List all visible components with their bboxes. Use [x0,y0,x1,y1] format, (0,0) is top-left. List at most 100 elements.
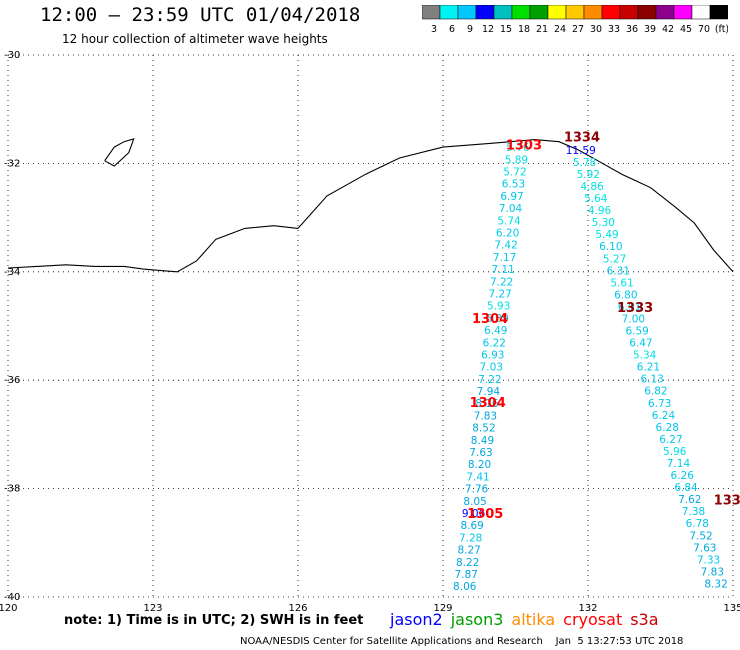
swh-value: 6.53 [502,179,525,191]
swh-value: 5.74 [497,215,521,227]
swh-value: 7.33 [697,554,720,566]
scale-label: 39 [644,24,656,35]
credit-line: NOAA/NESDIS Center for Satellite Applica… [240,636,684,647]
swh-value: 7.11 [491,264,514,276]
swh-value: 5.89 [505,154,528,166]
wave-height-color-scale: 3 6 9 12 15 18 21 24 27 30 33 36 39 42 45 70 (ft) [422,5,728,35]
swh-value: 5.92 [577,169,600,181]
coastline [297,139,734,273]
scale-label: 6 [449,24,455,35]
scale-label: 45 [680,24,692,35]
scale-label: 3 [431,24,437,35]
swh-value: 5.76 [506,142,530,154]
swh-value: 7.94 [477,386,501,398]
swh-value: 6.24 [652,410,676,422]
swh-value: 7.38 [682,506,705,518]
swh-value: 7.87 [455,569,478,581]
swh-value: 6.49 [484,325,507,337]
scale-label: 9 [467,24,473,35]
swh-value: 7.17 [493,252,516,264]
swh-value: 6.39 [486,313,509,325]
scale-label: 18 [518,24,530,35]
swh-value: 6.47 [629,338,652,350]
scale-label: 24 [554,24,566,35]
legend-cryosat: cryosat [563,610,623,629]
legend-altika: altika [511,610,556,629]
swh-value: 8.05 [463,496,486,508]
swh-value: 6.78 [686,518,709,530]
scale-label: 27 [572,24,584,35]
swh-value: 7.22 [490,276,513,288]
swh-value: 6.84 [674,482,698,494]
scale-swatch [709,5,728,20]
swh-value: 8.16 [475,398,499,410]
scale-label: 12 [482,24,494,35]
swh-value: 7.63 [693,542,716,554]
swh-value: 11.59 [566,145,596,157]
swh-value: 6.10 [599,241,622,253]
swh-value: 6.73 [648,398,671,410]
swh-value: 5.78 [573,157,596,169]
swh-value: 7.27 [488,288,511,300]
swh-value: 8.27 [457,545,480,557]
swh-value: 6.97 [500,191,523,203]
swh-value: 5.96 [663,446,687,458]
swh-value: 8.49 [471,435,494,447]
swh-value: 5.30 [592,217,615,229]
swh-value: 8.06 [453,581,477,593]
lat-tick-label: -32 [4,158,20,169]
swh-value: 7.00 [622,313,645,325]
scale-label: 70 [698,24,710,35]
swh-value: 5.61 [610,277,633,289]
lat-tick-label: -40 [4,592,20,603]
lat-tick-label: -34 [4,267,20,278]
lat-tick-label: -36 [4,375,20,386]
lon-tick-label: 123 [143,603,162,614]
pass-number: 1304 [470,396,506,411]
swh-value: 6.91 [618,301,641,313]
swh-value: 4.86 [580,181,604,193]
swh-value: 7.62 [678,494,701,506]
swh-value: 8.20 [468,459,491,471]
swh-value: 6.93 [481,349,504,361]
scale-label: 42 [662,24,674,35]
legend-s3a: s3a [630,610,659,629]
pass-number: 1332 [714,493,740,508]
swh-value: 6.31 [607,265,630,277]
swh-value: 6.82 [644,386,667,398]
swh-value: 5.34 [633,350,657,362]
scale-label: (ft) [715,24,728,35]
swh-value: 7.52 [689,530,712,542]
units-note: note: 1) Time is in UTC; 2) SWH is in fe… [64,613,364,628]
map-subtitle: 12 hour collection of altimeter wave hei… [62,32,328,46]
pass-number: 1304 [472,312,508,327]
pass-number: 1334 [564,130,600,145]
lon-tick-label: 120 [0,603,18,614]
swh-value: 7.41 [466,471,489,483]
swh-value: 7.83 [474,410,497,422]
swh-value: 8.22 [456,557,479,569]
swh-value: 6.20 [496,228,519,240]
swh-value: 6.28 [656,422,679,434]
swh-value: 9.06 [462,508,486,520]
lon-tick-label: 129 [433,603,452,614]
pass-number: 1303 [506,138,542,153]
swh-value: 8.32 [704,578,727,590]
scale-label: 30 [590,24,602,35]
map-title: 12:00 – 23:59 UTC 01/04/2018 [40,4,361,26]
swh-value: 6.59 [625,326,648,338]
swh-value: 7.03 [480,362,503,374]
swh-value: 6.80 [614,289,637,301]
scale-label: 21 [536,24,548,35]
swh-value: 7.83 [701,566,724,578]
pass-number: 1305 [467,507,503,522]
swh-value: 7.28 [459,532,482,544]
lat-tick-label: -38 [4,484,20,495]
swh-value: 5.93 [487,301,510,313]
swh-value: 7.04 [499,203,523,215]
scale-label: 33 [608,24,620,35]
island-outline [104,138,135,167]
swh-value: 6.13 [640,374,663,386]
swh-value: 4.96 [588,205,612,217]
